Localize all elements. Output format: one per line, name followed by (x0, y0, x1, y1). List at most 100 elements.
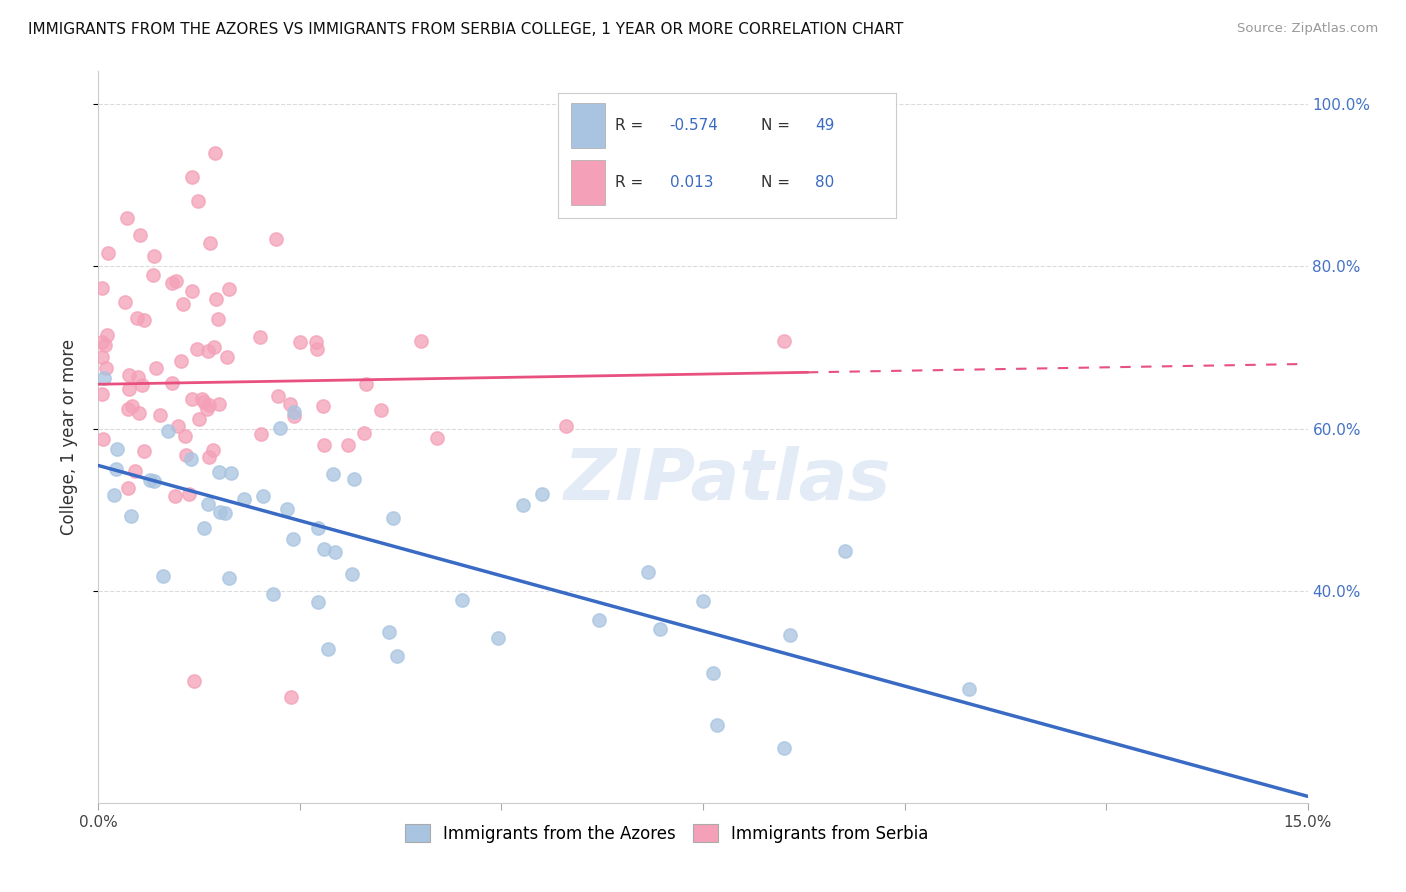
Point (181, 169, 204, 184)
Point (370, 402, 392, 417)
Point (172, 297, 194, 311)
Point (312, 541, 335, 556)
Point (120, 508, 142, 523)
Point (91, 387, 114, 401)
Point (114, 294, 136, 309)
Point (163, 489, 186, 503)
Point (127, 369, 149, 384)
Point (208, 465, 231, 479)
Point (198, 450, 221, 465)
Point (93, 371, 115, 385)
Point (214, 506, 236, 520)
Point (283, 405, 305, 419)
Point (202, 340, 225, 354)
Point (91, 280, 114, 294)
Point (105, 442, 128, 456)
Point (125, 310, 148, 325)
Point (197, 498, 219, 512)
Point (451, 593, 474, 607)
Point (134, 444, 156, 458)
Point (588, 613, 610, 627)
Point (512, 498, 534, 512)
Point (281, 532, 304, 546)
Text: Source: ZipAtlas.com: Source: ZipAtlas.com (1237, 22, 1378, 36)
Point (180, 452, 202, 467)
Legend: Immigrants from the Azores, Immigrants from Serbia: Immigrants from the Azores, Immigrants f… (398, 818, 935, 849)
Point (316, 642, 339, 657)
Point (269, 421, 291, 435)
Y-axis label: College, 1 year or more: College, 1 year or more (59, 339, 77, 535)
Point (149, 408, 172, 422)
Point (121, 399, 143, 413)
Point (131, 378, 153, 392)
Point (169, 354, 191, 368)
Point (142, 268, 165, 282)
Point (280, 690, 302, 705)
Point (779, 627, 801, 641)
Point (249, 426, 271, 441)
Point (124, 464, 146, 478)
Point (354, 376, 377, 391)
Point (252, 489, 274, 503)
Point (530, 486, 553, 500)
Point (305, 334, 328, 349)
Text: IMMIGRANTS FROM THE AZORES VS IMMIGRANTS FROM SERBIA COLLEGE, 1 YEAR OR MORE COR: IMMIGRANTS FROM THE AZORES VS IMMIGRANTS… (28, 22, 904, 37)
Point (143, 474, 166, 488)
Point (118, 368, 141, 382)
Point (91, 350, 114, 364)
Point (202, 443, 225, 458)
Point (197, 344, 219, 359)
Point (157, 424, 180, 438)
Point (205, 292, 228, 306)
Point (381, 510, 404, 524)
Point (249, 330, 271, 344)
Point (314, 437, 336, 451)
Point (311, 400, 333, 414)
Point (288, 334, 311, 349)
Point (103, 487, 125, 501)
Point (322, 467, 344, 482)
Point (115, 211, 138, 225)
Point (307, 521, 329, 535)
Point (198, 236, 221, 251)
Point (340, 567, 363, 582)
Point (648, 622, 671, 636)
Point (219, 466, 242, 480)
Point (96, 360, 118, 375)
Point (307, 595, 329, 609)
Point (232, 491, 254, 506)
Text: ZIPatlas: ZIPatlas (564, 447, 891, 516)
Point (145, 361, 167, 376)
Point (97, 246, 120, 260)
Point (276, 502, 298, 516)
Point (183, 673, 205, 688)
Point (409, 334, 432, 348)
Point (208, 506, 231, 520)
Point (118, 383, 141, 397)
Point (180, 392, 202, 406)
Point (193, 520, 215, 534)
Point (128, 406, 150, 420)
Point (165, 274, 187, 288)
Point (426, 431, 449, 445)
Point (486, 632, 509, 646)
Point (204, 145, 226, 160)
Point (117, 481, 139, 495)
Point (267, 388, 290, 402)
Point (957, 682, 980, 697)
Point (195, 402, 218, 417)
Point (702, 666, 724, 681)
Point (94, 338, 117, 352)
Point (215, 351, 238, 365)
Point (555, 419, 578, 434)
Point (692, 594, 714, 608)
Point (834, 544, 856, 558)
Point (772, 334, 794, 348)
Point (637, 565, 659, 579)
Point (264, 232, 287, 246)
Point (181, 284, 204, 298)
Point (129, 227, 152, 242)
Point (193, 394, 215, 409)
Point (91, 335, 114, 350)
Point (772, 741, 794, 756)
